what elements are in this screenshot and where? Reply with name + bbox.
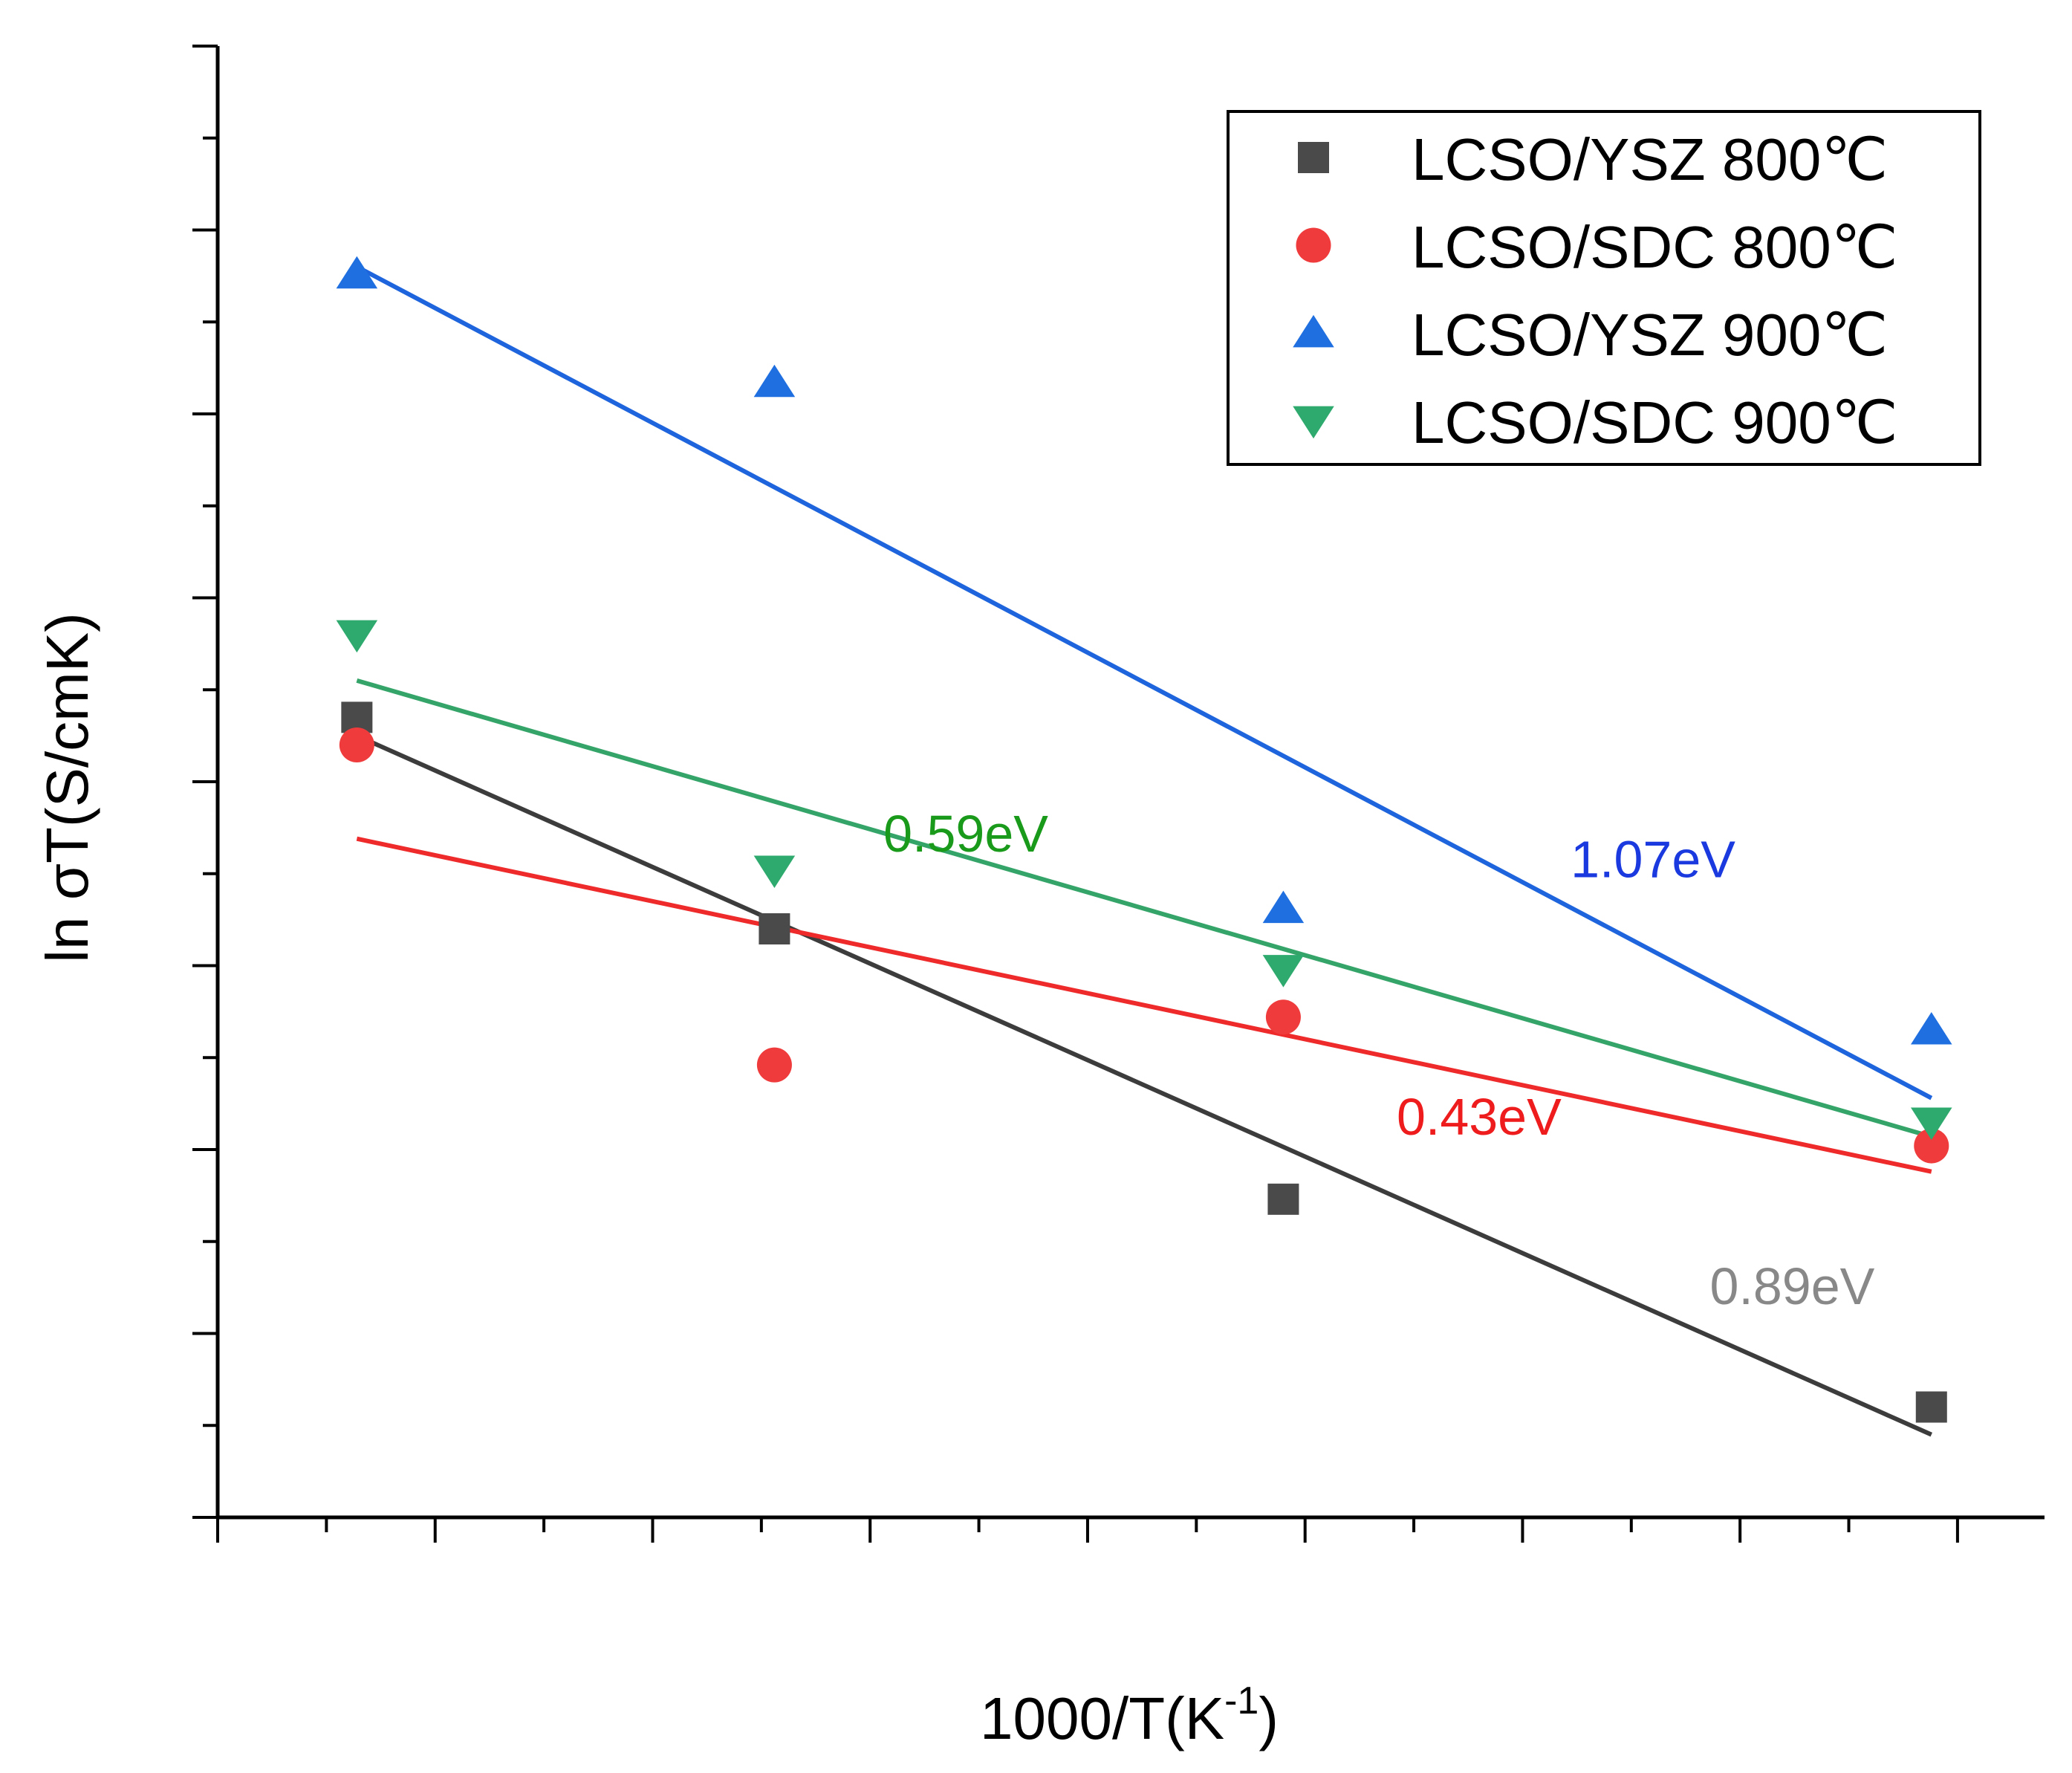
y-axis-title: ln σT(S/cmK)	[34, 612, 100, 963]
fit-line	[355, 265, 1933, 1101]
data-point	[339, 727, 374, 763]
axis-ticks	[192, 45, 1959, 1543]
data-point	[336, 256, 378, 289]
data-markers	[336, 256, 1952, 1423]
data-point	[336, 620, 378, 653]
energy-label: 0.89eV	[1709, 1257, 1874, 1315]
data-point	[753, 855, 796, 888]
energy-annotations: 0.59eV 1.07eV 0.43eV 0.89eV	[883, 805, 1875, 1315]
legend-marker	[1296, 227, 1331, 263]
legend-marker	[1293, 314, 1334, 348]
x-axis-title: 1000/T(K-1)	[980, 1679, 1279, 1751]
data-point	[1914, 1128, 1949, 1164]
legend-label: LCSO/YSZ 900℃	[1412, 302, 1888, 368]
legend-box	[1227, 110, 1981, 466]
data-point	[1915, 1391, 1947, 1423]
data-point	[756, 1047, 792, 1083]
data-point	[1262, 890, 1305, 924]
fit-line	[356, 733, 1932, 1437]
fit-line	[356, 678, 1932, 1139]
legend: LCSO/YSZ 800℃ LCSO/SDC 800℃ LCSO/YSZ 900℃ L…	[1227, 110, 1981, 466]
data-point	[1911, 1107, 1952, 1141]
data-point	[753, 364, 796, 398]
energy-label: 0.59eV	[883, 805, 1048, 863]
legend-label: LCSO/SDC 900℃	[1412, 389, 1898, 456]
legend-label: LCSO/YSZ 800℃	[1412, 126, 1888, 192]
legend-marker	[1293, 406, 1334, 439]
data-point	[1911, 1011, 1952, 1045]
fit-line	[356, 836, 1932, 1174]
data-point	[1267, 1183, 1299, 1215]
legend-label: LCSO/SDC 800℃	[1412, 214, 1898, 280]
fit-lines	[355, 265, 1933, 1437]
energy-label: 1.07eV	[1571, 831, 1735, 889]
data-point	[1262, 955, 1305, 988]
data-point	[1265, 999, 1301, 1035]
legend-marker	[1298, 142, 1329, 173]
data-point	[759, 913, 790, 944]
energy-label: 0.43eV	[1397, 1088, 1562, 1146]
